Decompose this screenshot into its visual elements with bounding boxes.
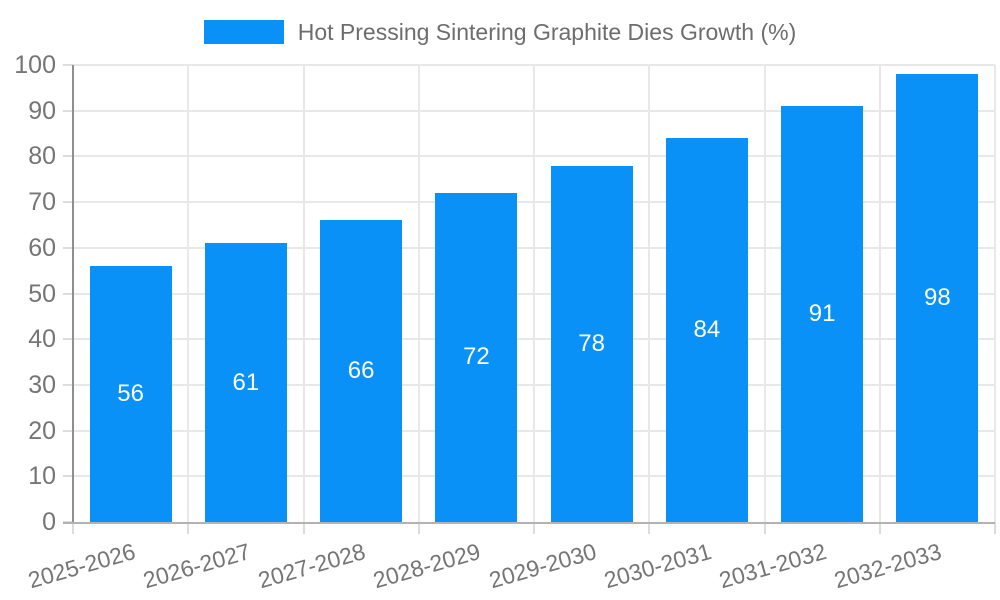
legend[interactable]: Hot Pressing Sintering Graphite Dies Gro…: [0, 16, 1000, 48]
x-gridline: [533, 65, 535, 522]
bar[interactable]: 66: [320, 220, 403, 522]
bar-value-label: 84: [693, 316, 721, 344]
bar-value-label: 56: [117, 380, 144, 408]
y-axis-tick: [63, 383, 73, 386]
bar[interactable]: 98: [896, 74, 979, 522]
y-axis-tick: [63, 475, 73, 478]
bar-value-label: 98: [924, 284, 951, 312]
x-axis-tick: [763, 522, 766, 534]
y-axis-tick-label: 0: [42, 508, 56, 536]
bar-value-label: 61: [232, 368, 260, 396]
x-gridline: [648, 65, 651, 522]
x-axis-tick: [417, 522, 420, 534]
legend-label: Hot Pressing Sintering Graphite Dies Gro…: [297, 18, 797, 45]
y-axis-tick: [63, 155, 73, 158]
y-axis-tick-label: 30: [28, 370, 56, 399]
bar[interactable]: 78: [550, 165, 633, 522]
y-axis-tick-label: 60: [28, 233, 56, 262]
y-axis-tick-label: 70: [28, 188, 56, 217]
x-gridline: [187, 65, 190, 522]
x-axis-tick-label: 2025-2026: [24, 538, 138, 594]
x-axis-line: [63, 522, 995, 524]
x-axis-tick: [648, 522, 651, 534]
y-axis-tick-label: 90: [28, 96, 56, 125]
x-axis-tick-label: 2030-2031: [601, 538, 715, 594]
y-axis-tick-label: 100: [14, 51, 56, 79]
x-gridline: [417, 65, 420, 522]
y-axis-tick: [63, 201, 73, 204]
x-axis-tick: [72, 522, 74, 534]
bar-value-label: 66: [347, 357, 375, 385]
bar[interactable]: 61: [204, 243, 287, 522]
x-axis-tick: [302, 522, 305, 534]
x-axis-tick-label: 2028-2029: [370, 538, 484, 594]
y-axis-tick-label: 80: [28, 142, 56, 171]
x-gridline: [878, 65, 881, 522]
y-axis-tick-label: 50: [28, 279, 56, 308]
y-axis-tick: [63, 64, 73, 66]
y-axis-tick-label: 20: [28, 416, 56, 445]
bar[interactable]: 84: [665, 138, 748, 522]
x-axis-tick: [994, 522, 996, 534]
bar-value-label: 91: [808, 300, 836, 328]
y-axis-tick: [63, 429, 73, 432]
x-gridline: [763, 65, 766, 522]
x-axis-tick-label: 2032-2033: [831, 538, 945, 594]
x-axis-tick-label: 2031-2032: [716, 538, 830, 594]
x-axis-tick-label: 2026-2027: [140, 538, 254, 594]
bar[interactable]: 56: [89, 266, 172, 522]
y-axis-tick: [63, 109, 73, 112]
y-axis-tick: [63, 338, 73, 341]
bar[interactable]: 72: [435, 192, 518, 522]
y-axis-tick-label: 40: [28, 325, 56, 354]
x-axis-tick: [187, 522, 190, 534]
y-axis-tick: [63, 246, 73, 249]
x-gridline: [302, 65, 305, 522]
bar-value-label: 78: [578, 329, 605, 357]
x-gridline: [994, 65, 996, 522]
x-axis-tick-label: 2027-2028: [255, 538, 369, 594]
y-axis-tick-label: 10: [28, 462, 56, 491]
bar-value-label: 72: [463, 343, 490, 371]
x-axis-tick: [533, 522, 535, 534]
y-axis-line: [72, 65, 74, 522]
x-axis-tick: [878, 522, 881, 534]
bar[interactable]: 91: [781, 106, 864, 522]
x-axis-tick-label: 2029-2030: [485, 538, 599, 594]
legend-swatch[interactable]: [203, 20, 284, 44]
y-axis-tick: [63, 292, 73, 295]
